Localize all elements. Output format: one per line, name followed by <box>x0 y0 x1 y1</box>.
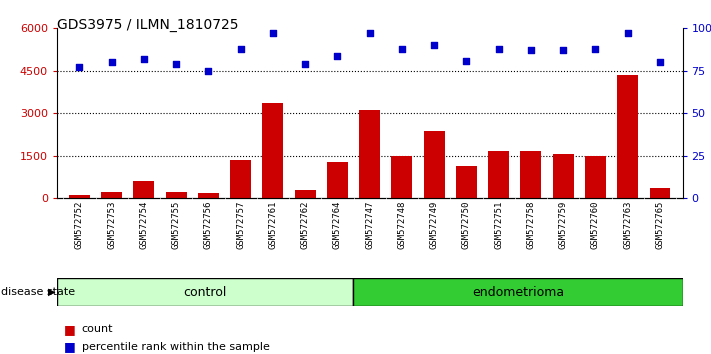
Text: GSM572753: GSM572753 <box>107 201 116 249</box>
Point <box>525 47 537 53</box>
Point <box>171 61 182 67</box>
Point <box>299 61 311 67</box>
Point <box>461 58 472 63</box>
Text: GSM572765: GSM572765 <box>656 201 665 249</box>
Text: GSM572748: GSM572748 <box>397 201 407 249</box>
Point <box>396 46 407 52</box>
Text: GSM572755: GSM572755 <box>172 201 181 249</box>
Point <box>203 68 214 74</box>
Bar <box>57 278 353 306</box>
Point <box>332 53 343 58</box>
Bar <box>520 151 542 198</box>
Bar <box>456 166 477 198</box>
Bar <box>262 103 284 198</box>
Point <box>654 59 665 65</box>
Point <box>138 56 149 62</box>
Text: count: count <box>82 324 113 334</box>
Bar <box>359 110 380 198</box>
Text: GSM572749: GSM572749 <box>429 201 439 249</box>
Point <box>429 42 440 48</box>
Bar <box>353 278 683 306</box>
Bar <box>295 190 316 198</box>
Text: GSM572747: GSM572747 <box>365 201 374 249</box>
Text: ▶: ▶ <box>48 287 55 297</box>
Text: GSM572764: GSM572764 <box>333 201 342 249</box>
Text: GSM572757: GSM572757 <box>236 201 245 249</box>
Text: GSM572762: GSM572762 <box>301 201 310 249</box>
Point <box>106 59 117 65</box>
Text: GSM572756: GSM572756 <box>204 201 213 249</box>
Text: GSM572754: GSM572754 <box>139 201 149 249</box>
Text: GSM572758: GSM572758 <box>526 201 535 249</box>
Bar <box>617 75 638 198</box>
Point <box>235 46 247 52</box>
Text: GDS3975 / ILMN_1810725: GDS3975 / ILMN_1810725 <box>57 18 238 32</box>
Point <box>493 46 504 52</box>
Bar <box>101 192 122 198</box>
Text: GSM572760: GSM572760 <box>591 201 600 249</box>
Text: GSM572763: GSM572763 <box>624 201 632 249</box>
Bar <box>166 192 187 198</box>
Bar <box>424 131 444 198</box>
Bar <box>327 162 348 198</box>
Text: GSM572761: GSM572761 <box>269 201 277 249</box>
Bar <box>198 193 219 198</box>
Text: endometrioma: endometrioma <box>472 286 564 298</box>
Point <box>557 47 569 53</box>
Text: control: control <box>183 286 227 298</box>
Text: GSM572759: GSM572759 <box>559 201 567 249</box>
Text: disease state: disease state <box>1 287 75 297</box>
Text: ■: ■ <box>64 341 76 353</box>
Point <box>590 46 602 52</box>
Bar <box>552 154 574 198</box>
Point <box>267 30 279 36</box>
Point <box>622 30 634 36</box>
Bar <box>650 188 670 198</box>
Bar <box>230 160 251 198</box>
Text: GSM572751: GSM572751 <box>494 201 503 249</box>
Text: GSM572750: GSM572750 <box>462 201 471 249</box>
Point <box>74 64 85 70</box>
Bar <box>585 156 606 198</box>
Text: GSM572752: GSM572752 <box>75 201 84 249</box>
Bar <box>488 151 509 198</box>
Bar <box>392 156 412 198</box>
Bar <box>134 181 154 198</box>
Text: percentile rank within the sample: percentile rank within the sample <box>82 342 269 352</box>
Point <box>364 30 375 36</box>
Text: ■: ■ <box>64 323 76 336</box>
Bar <box>69 195 90 198</box>
